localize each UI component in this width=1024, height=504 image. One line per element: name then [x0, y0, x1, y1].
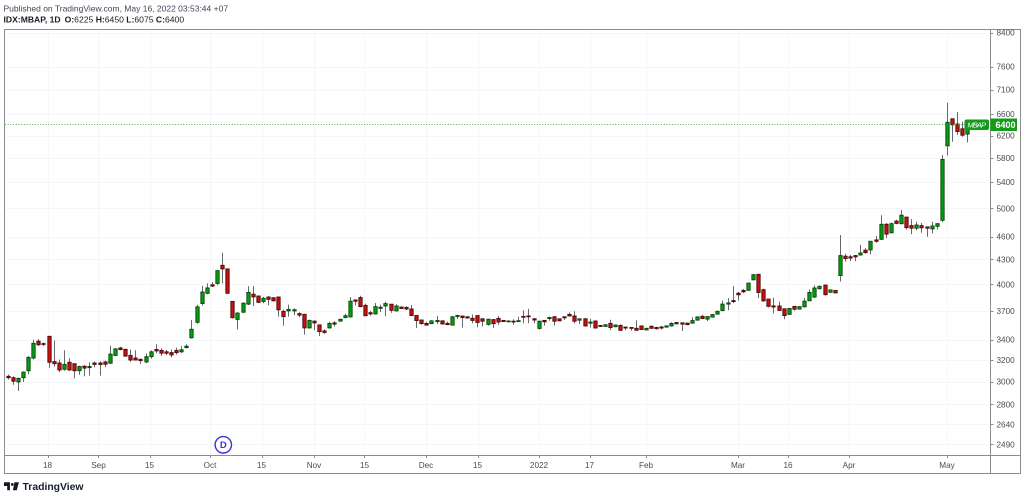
svg-text:16: 16	[783, 461, 793, 470]
svg-text:6200: 6200	[997, 131, 1016, 140]
svg-text:4300: 4300	[997, 255, 1016, 264]
svg-text:2490: 2490	[997, 440, 1016, 449]
svg-text:15: 15	[473, 461, 483, 470]
svg-text:15: 15	[257, 461, 267, 470]
svg-text:15: 15	[145, 461, 155, 470]
svg-text:3000: 3000	[997, 377, 1016, 386]
svg-text:3200: 3200	[997, 356, 1016, 365]
svg-text:D: D	[220, 440, 227, 451]
svg-text:Sep: Sep	[91, 461, 106, 470]
svg-text:Nov: Nov	[307, 461, 322, 470]
svg-text:Apr: Apr	[843, 461, 856, 470]
svg-text:TradingView: TradingView	[23, 482, 85, 493]
svg-text:2022: 2022	[530, 461, 549, 470]
svg-text:May: May	[939, 461, 955, 470]
svg-text:MBAP: MBAP	[968, 120, 987, 129]
svg-text:18: 18	[43, 461, 53, 470]
svg-text:6400: 6400	[996, 120, 1016, 130]
svg-text:Feb: Feb	[639, 461, 654, 470]
svg-text:2800: 2800	[997, 400, 1016, 409]
svg-text:3400: 3400	[997, 335, 1016, 344]
svg-text:3700: 3700	[997, 307, 1016, 316]
svg-text:6600: 6600	[997, 110, 1016, 119]
svg-text:IDX:MBAP, 1D O:6225 H:6450 L:6: IDX:MBAP, 1D O:6225 H:6450 L:6075 C:6400	[4, 15, 185, 25]
svg-text:7100: 7100	[997, 86, 1016, 95]
svg-text:15: 15	[360, 461, 370, 470]
svg-text:8400: 8400	[997, 29, 1016, 38]
svg-text:Oct: Oct	[204, 461, 217, 470]
svg-text:Dec: Dec	[419, 461, 434, 470]
svg-text:Mar: Mar	[731, 461, 745, 470]
svg-text:4600: 4600	[997, 233, 1016, 242]
svg-text:5800: 5800	[997, 154, 1016, 163]
svg-text:7600: 7600	[997, 63, 1016, 72]
svg-text:5400: 5400	[997, 178, 1016, 187]
svg-text:17: 17	[585, 461, 595, 470]
svg-text:Published on TradingView.com,: Published on TradingView.com, May 16, 20…	[4, 4, 229, 14]
svg-text:2640: 2640	[997, 420, 1016, 429]
svg-text:5000: 5000	[997, 204, 1016, 213]
svg-text:4000: 4000	[997, 280, 1016, 289]
